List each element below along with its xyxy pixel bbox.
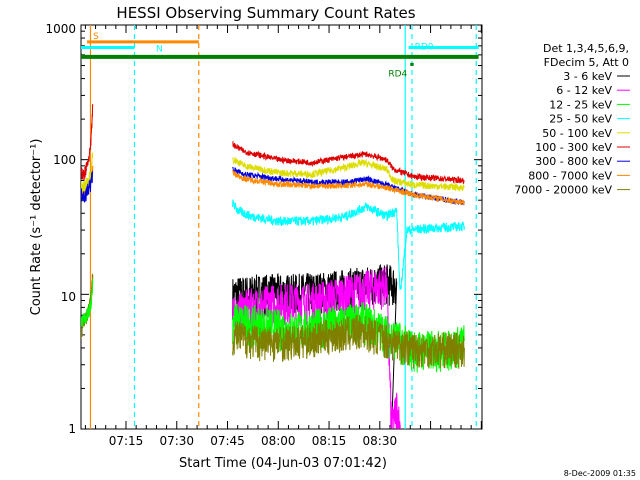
x-axis-label: Start Time (04-Jun-03 07:01:42)	[179, 456, 387, 471]
x-tick-label: 08:00	[261, 434, 296, 448]
x-tick-label: 07:45	[210, 434, 245, 448]
legend-label: 6 - 12 keV	[556, 84, 612, 97]
series-line	[232, 199, 465, 291]
legend-label: 3 - 6 keV	[563, 70, 612, 83]
legend-label: 25 - 50 keV	[549, 113, 612, 126]
footer-date: 8-Dec-2009 01:35	[564, 469, 636, 478]
series-line	[232, 314, 465, 369]
x-tick-label: 08:30	[363, 434, 398, 448]
legend-label: 7000 - 20000 keV	[514, 184, 612, 197]
early-series-line	[81, 170, 94, 203]
legend-label: 300 - 800 keV	[535, 155, 612, 168]
series-line	[232, 302, 465, 373]
state-bar-label: N	[156, 45, 163, 55]
state-bar-label: S	[93, 32, 99, 42]
early-series-line	[81, 104, 94, 181]
legend-label: 12 - 25 keV	[549, 98, 612, 111]
series-line	[232, 156, 465, 192]
legend-header-1: Det 1,3,4,5,6,9,	[543, 42, 629, 55]
series-line	[232, 266, 401, 429]
legend-label: 50 - 100 keV	[542, 127, 612, 140]
axis-ticks	[81, 25, 482, 430]
state-bar-label: RD0	[415, 43, 434, 53]
y-tick-label: 100	[53, 153, 76, 167]
y-tick-label: 10	[61, 290, 76, 304]
early-series-line	[81, 152, 94, 194]
legend-label: 100 - 300 keV	[535, 141, 612, 154]
y-tick-label: 1	[68, 422, 76, 436]
y-tick-label: 1000	[45, 22, 76, 36]
early-series-line	[81, 279, 94, 327]
legend-header-2: FDecim 5, Att 0	[544, 56, 629, 69]
y-axis-label: Count Rate (s⁻¹ detector⁻¹)	[29, 139, 44, 316]
legend-label: 800 - 7000 keV	[528, 169, 612, 182]
series-line	[232, 140, 465, 185]
series-group	[81, 104, 465, 429]
x-tick-label: 08:15	[312, 434, 347, 448]
series-line	[232, 169, 465, 206]
chart-title: HESSI Observing Summary Count Rates	[116, 4, 415, 22]
plot-frame	[80, 24, 483, 430]
state-bars: S N RD4 RD0	[81, 32, 479, 79]
x-tick-label: 07:15	[109, 434, 144, 448]
state-bar-label: RD4	[388, 69, 407, 79]
x-tick-label: 07:30	[159, 434, 194, 448]
